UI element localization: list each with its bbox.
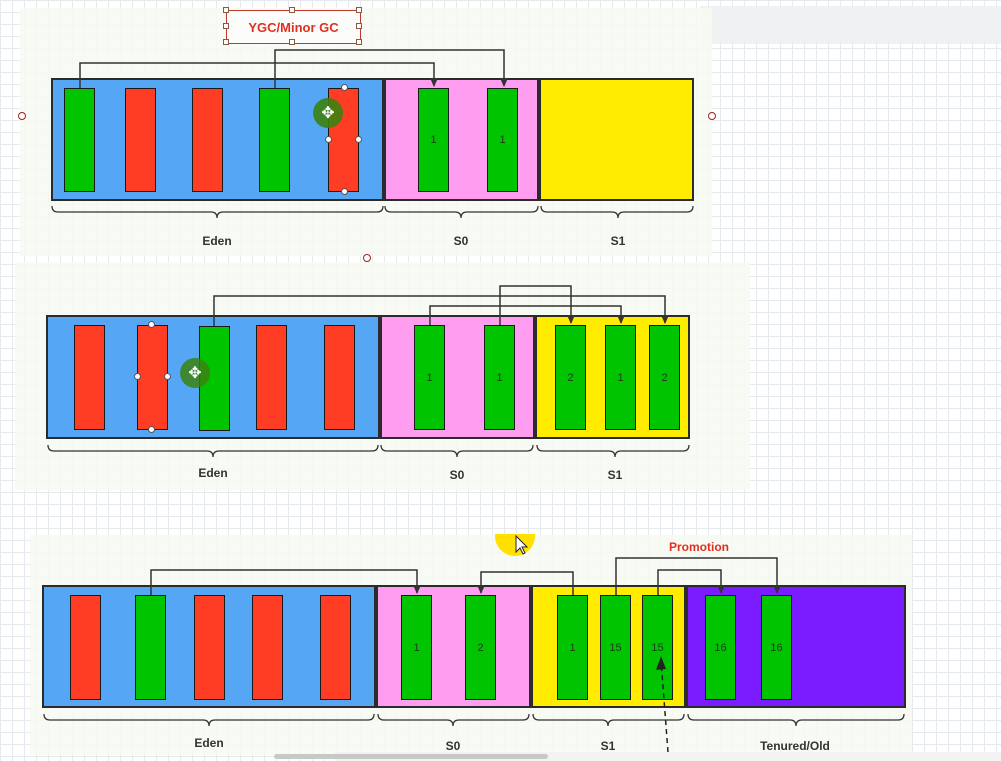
eden-object[interactable] — [70, 595, 101, 700]
s1-space[interactable] — [539, 78, 694, 201]
eden-object[interactable] — [194, 595, 225, 700]
selection-handle[interactable] — [223, 39, 229, 45]
s0-object[interactable]: 1 — [418, 88, 449, 192]
eden-object[interactable] — [64, 88, 95, 192]
s0-object[interactable]: 2 — [465, 595, 496, 700]
diagram-title[interactable]: YGC/Minor GC — [226, 10, 361, 44]
s1-object[interactable]: 1 — [605, 325, 636, 430]
selection-handle[interactable] — [356, 39, 362, 45]
s1-label: S1 — [600, 739, 616, 753]
s1-object[interactable]: 1 — [557, 595, 588, 700]
s1-label: S1 — [610, 234, 626, 248]
eden-label: Eden — [198, 466, 228, 480]
selection-handle[interactable] — [223, 7, 229, 13]
eden-object[interactable] — [256, 325, 287, 430]
s0-label: S0 — [449, 468, 465, 482]
copy-arrows — [79, 49, 781, 595]
eden-object[interactable] — [252, 595, 283, 700]
selection-handle[interactable] — [356, 7, 362, 13]
selection-handle[interactable] — [355, 136, 362, 143]
s0-object[interactable]: 1 — [487, 88, 518, 192]
s0-label: S0 — [445, 739, 461, 753]
connection-point[interactable] — [363, 254, 371, 262]
dashed-annotation-arrow — [660, 659, 669, 753]
eden-object[interactable] — [320, 595, 351, 700]
eden-object[interactable] — [135, 595, 166, 700]
s1-object[interactable]: 15 — [600, 595, 631, 700]
selection-handle[interactable] — [289, 39, 295, 45]
eden-label: Eden — [202, 234, 232, 248]
selection-handle[interactable] — [164, 373, 171, 380]
s0-object[interactable]: 1 — [414, 325, 445, 430]
scrollbar-thumb[interactable] — [274, 754, 548, 759]
selection-handle[interactable] — [134, 373, 141, 380]
top-right-panel — [700, 6, 1001, 44]
eden-object[interactable] — [74, 325, 105, 430]
selection-handle[interactable] — [356, 23, 362, 29]
selection-handle[interactable] — [223, 23, 229, 29]
selection-handle[interactable] — [148, 321, 155, 328]
horizontal-scrollbar[interactable] — [335, 752, 1001, 761]
eden-object[interactable] — [259, 88, 290, 192]
s1-object[interactable]: 15 — [642, 595, 673, 700]
section-braces — [43, 205, 905, 727]
eden-object[interactable] — [192, 88, 223, 192]
selection-handle[interactable] — [341, 188, 348, 195]
s0-object[interactable]: 1 — [484, 325, 515, 430]
eden-object[interactable] — [324, 325, 355, 430]
selection-handle[interactable] — [289, 7, 295, 13]
connection-point[interactable] — [708, 112, 716, 120]
s0-label: S0 — [453, 234, 469, 248]
s1-object[interactable]: 2 — [555, 325, 586, 430]
cursor-highlight — [495, 534, 535, 556]
tenured-object[interactable]: 16 — [761, 595, 792, 700]
move-cursor-icon[interactable]: ✥ — [313, 98, 343, 128]
selection-handle[interactable] — [148, 426, 155, 433]
s1-object[interactable]: 2 — [649, 325, 680, 430]
selection-handle[interactable] — [325, 136, 332, 143]
s1-label: S1 — [607, 468, 623, 482]
promotion-label: Promotion — [669, 540, 729, 554]
tenured-object[interactable]: 16 — [705, 595, 736, 700]
s0-object[interactable]: 1 — [401, 595, 432, 700]
selection-handle[interactable] — [341, 84, 348, 91]
eden-label: Eden — [194, 736, 224, 750]
eden-object[interactable] — [125, 88, 156, 192]
move-cursor-icon[interactable]: ✥ — [180, 358, 210, 388]
tenured-label: Tenured/Old — [760, 739, 830, 753]
pointer-cursor-icon — [515, 534, 529, 555]
connection-point[interactable] — [18, 112, 26, 120]
